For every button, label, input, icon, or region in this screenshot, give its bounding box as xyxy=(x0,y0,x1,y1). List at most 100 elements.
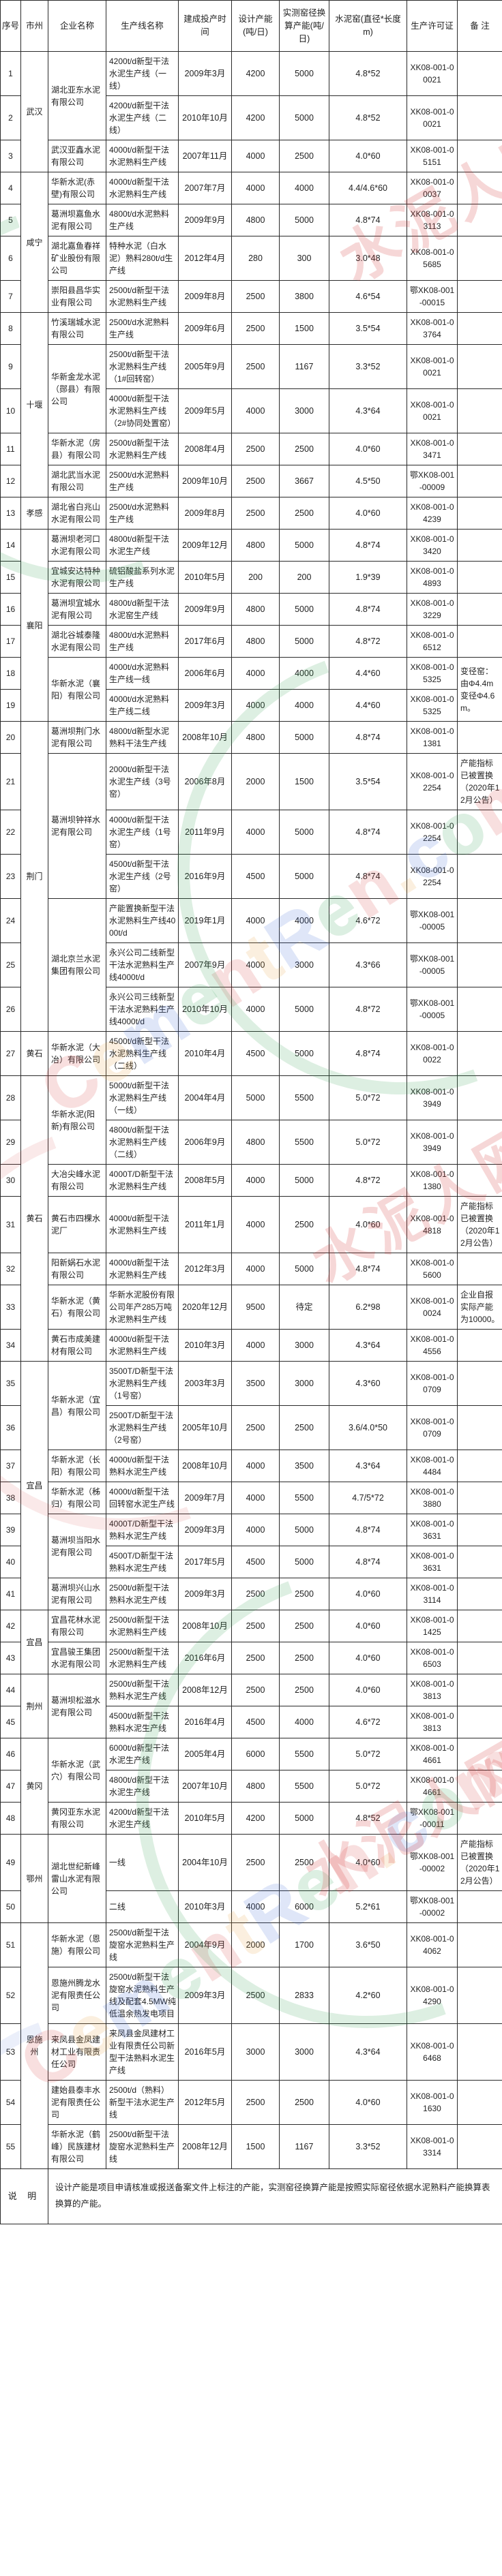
kiln-dimensions: 4.8*74 xyxy=(329,1514,407,1547)
design-capacity: 4000 xyxy=(231,810,280,855)
company-name: 华新水泥（武穴）有限公司 xyxy=(48,1738,106,1803)
row-number: 43 xyxy=(0,1642,21,1675)
design-capacity: 4200 xyxy=(231,95,280,141)
kiln-dimensions: 4.8*74 xyxy=(329,1546,407,1579)
kiln-dimensions: 5.0*72 xyxy=(329,1120,407,1165)
design-capacity: 4500 xyxy=(231,1031,280,1077)
city-name: 黄冈 xyxy=(20,1738,48,1835)
kiln-dimensions: 4.0*60 xyxy=(329,140,407,173)
row-number: 32 xyxy=(0,1253,21,1286)
production-line-name: 4000T/D新型干法熟料水泥生产线 xyxy=(106,1514,179,1547)
kiln-dimensions: 4.0*60 xyxy=(329,1834,407,1892)
converted-capacity: 1167 xyxy=(279,2124,329,2170)
converted-capacity: 2500 xyxy=(279,140,329,173)
converted-capacity: 6000 xyxy=(279,1890,329,1924)
commissioning-date: 2003年3月 xyxy=(178,1361,232,1407)
design-capacity: 4800 xyxy=(231,593,280,626)
kiln-dimensions: 4.0*60 xyxy=(329,1674,407,1707)
company-name: 华新水泥（长阳）有限公司 xyxy=(48,1450,106,1483)
city-name: 襄阳 xyxy=(20,529,48,722)
commissioning-date: 2016年6月 xyxy=(178,1642,232,1675)
production-line-name: 永兴公司二线新型干法水泥熟料生产线4000t/d xyxy=(106,942,179,988)
license-number: XK08-001-00021 xyxy=(407,344,458,390)
company-name: 华新水泥(阳新)有限公司 xyxy=(48,1075,106,1165)
production-line-name: 6000t/d新型干法水泥生产线 xyxy=(106,1738,179,1771)
company-name: 华新水泥（秭归）有限公司 xyxy=(48,1482,106,1515)
row-number: 52 xyxy=(0,1967,21,2025)
production-line-name: 4000t/d水泥熟料生产线一线 xyxy=(106,657,179,690)
company-name: 来凤县金凤建材工业有限责任公司 xyxy=(48,2023,106,2081)
design-capacity: 2500 xyxy=(231,465,280,498)
table-row: 7 崇阳县昌华实业有限公司 2500t/d新型干法水泥熟料生产线 2009年8月 250… xyxy=(0,280,502,313)
commissioning-date: 2009年3月 xyxy=(178,689,232,722)
kiln-dimensions: 4.6*54 xyxy=(329,280,407,313)
kiln-dimensions: 3.5*54 xyxy=(329,312,407,346)
production-line-name: 4800t/d新型水泥熟料干法生产线 xyxy=(106,721,179,754)
production-line-name: 4800t/d水泥熟料生产线 xyxy=(106,204,179,237)
converted-capacity: 1700 xyxy=(279,1922,329,1968)
license-number: XK08-001-06512 xyxy=(407,625,458,658)
commissioning-date: 2010年10月 xyxy=(178,95,232,141)
commissioning-date: 2007年9月 xyxy=(178,942,232,988)
kiln-dimensions: 4.8*74 xyxy=(329,593,407,626)
table-row: 17 湖北谷城泰隆水泥有限公司 4800t/d水泥熟料生产线 2017年6月 4800 5… xyxy=(0,625,502,658)
design-capacity: 4000 xyxy=(231,1890,280,1924)
remark xyxy=(457,1329,502,1362)
production-line-name: 2500t/d新型干法水泥熟料生产线 xyxy=(106,1642,179,1675)
converted-capacity: 3000 xyxy=(279,1361,329,1407)
remark xyxy=(457,51,502,97)
row-number: 31 xyxy=(0,1196,21,1254)
column-header: 实测窑径换算产能(吨/日) xyxy=(279,0,329,52)
kiln-dimensions: 4.4*60 xyxy=(329,657,407,690)
design-capacity: 4000 xyxy=(231,1164,280,1197)
row-number: 39 xyxy=(0,1514,21,1547)
row-number: 4 xyxy=(0,172,21,205)
commissioning-date: 2012年3月 xyxy=(178,1253,232,1286)
license-number: 鄂XK08-001-00002 xyxy=(407,1890,458,1924)
design-capacity: 4800 xyxy=(231,721,280,754)
production-line-name: 4000t/d新型干法水泥生产线（1号窑） xyxy=(106,810,179,855)
kiln-dimensions: 4.8*74 xyxy=(329,721,407,754)
remark xyxy=(457,1164,502,1197)
production-line-name: 4500T/D新型干法熟料水泥生产线 xyxy=(106,1546,179,1579)
note-label: 说 明 xyxy=(0,2168,48,2224)
row-number: 46 xyxy=(0,1738,21,1771)
table-row: 47 4800t/d新型干法水泥生产线 2007年10月 4800 5500 5.0*72… xyxy=(0,1770,502,1803)
remark xyxy=(457,204,502,237)
company-name: 武汉亚鑫水泥有限公司 xyxy=(48,140,106,173)
row-number: 25 xyxy=(0,942,21,988)
license-number: XK08-001-05325 xyxy=(407,689,458,722)
table-row: 22 4000t/d新型干法水泥生产线（1号窑） 2011年9月 4000 5000 4.… xyxy=(0,810,502,855)
remark xyxy=(457,561,502,594)
company-name: 宜城安达特种水泥有限公司 xyxy=(48,561,106,594)
production-line-name: 二线 xyxy=(106,1890,179,1924)
commissioning-date: 2006年9月 xyxy=(178,1120,232,1165)
converted-capacity: 2500 xyxy=(279,1642,329,1675)
table-row: 31 黄石市四棵水泥厂 4000t/d新型干法水泥熟料生产线 2011年1月 4000 2… xyxy=(0,1196,502,1254)
row-number: 49 xyxy=(0,1834,21,1892)
company-name: 建始县泰丰水泥有限责任公司 xyxy=(48,2080,106,2126)
kiln-dimensions: 4.0*60 xyxy=(329,1610,407,1643)
commissioning-date: 2005年9月 xyxy=(178,344,232,390)
design-capacity: 4500 xyxy=(231,1706,280,1739)
table-row: 13 孝感 湖北省白兆山水泥有限公司 2500t/d水泥熟料生产线 2009年8月 250… xyxy=(0,497,502,530)
converted-capacity: 3000 xyxy=(279,2023,329,2081)
company-name: 葛洲坝当阳水泥有限公司 xyxy=(48,1514,106,1579)
remark xyxy=(457,1706,502,1739)
commissioning-date: 2008年5月 xyxy=(178,1164,232,1197)
commissioning-date: 2006年8月 xyxy=(178,753,232,811)
converted-capacity: 3500 xyxy=(279,1450,329,1483)
license-number: XK08-001-03114 xyxy=(407,1578,458,1611)
row-number: 55 xyxy=(0,2124,21,2170)
design-capacity: 4500 xyxy=(231,854,280,900)
table-row: 27 黄石 华新水泥（大冶）有限公司 4500t/d新型干法水泥熟料生产线（二线） 20… xyxy=(0,1031,502,1077)
remark xyxy=(457,1738,502,1771)
commissioning-date: 2009年3月 xyxy=(178,51,232,97)
row-number: 35 xyxy=(0,1361,21,1407)
row-number: 6 xyxy=(0,236,21,281)
remark xyxy=(457,2023,502,2081)
design-capacity: 2500 xyxy=(231,433,280,466)
table-row: 18 华新水泥（襄阳）有限公司 4000t/d水泥熟料生产线一线 2006年6月 400… xyxy=(0,657,502,722)
company-name: 华新水泥（恩施）有限公司 xyxy=(48,1922,106,1968)
row-number: 20 xyxy=(0,721,21,754)
